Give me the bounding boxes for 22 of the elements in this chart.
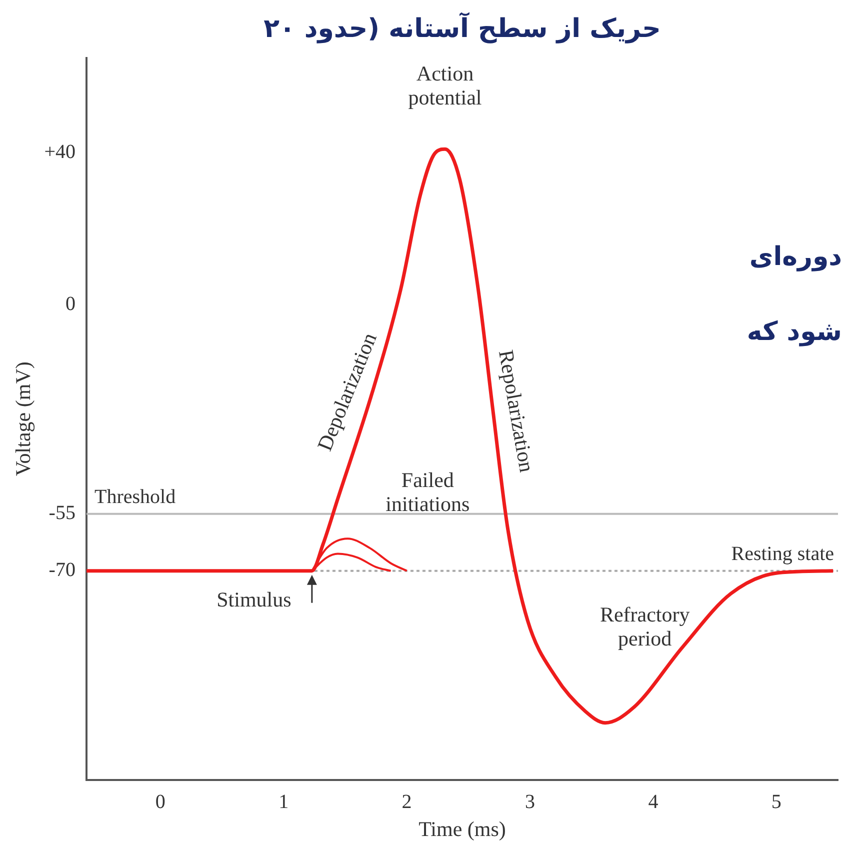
annotation: Repolarization xyxy=(494,348,540,474)
annotation: Refractory period xyxy=(600,602,690,651)
y-tick-label: 0 xyxy=(65,293,76,316)
annotation: Failed initiations xyxy=(386,468,470,516)
annotation: دوره‌ای xyxy=(749,242,842,272)
annotation: Action potential xyxy=(408,62,482,110)
annotation: Stimulus xyxy=(216,587,292,612)
ref-line-label: Threshold xyxy=(94,486,176,508)
annotation: شود که xyxy=(746,316,842,347)
x-axis-title: Time (ms) xyxy=(418,816,506,841)
ref-line-label: Resting state xyxy=(731,543,834,566)
x-tick-label: 3 xyxy=(525,791,535,814)
y-axis-title: Voltage (mV) xyxy=(11,362,36,476)
x-tick-label: 1 xyxy=(278,791,289,814)
y-tick-label: +40 xyxy=(44,141,76,164)
text: حریک از سطح آستانه (حدود ۲۰ xyxy=(264,12,661,44)
y-tick-label: -70 xyxy=(48,559,76,582)
x-tick-label: 0 xyxy=(155,791,166,814)
y-tick-label: -55 xyxy=(48,502,76,524)
x-tick-label: 5 xyxy=(771,791,782,814)
x-tick-label: 4 xyxy=(648,791,658,814)
x-tick-label: 2 xyxy=(402,791,412,814)
